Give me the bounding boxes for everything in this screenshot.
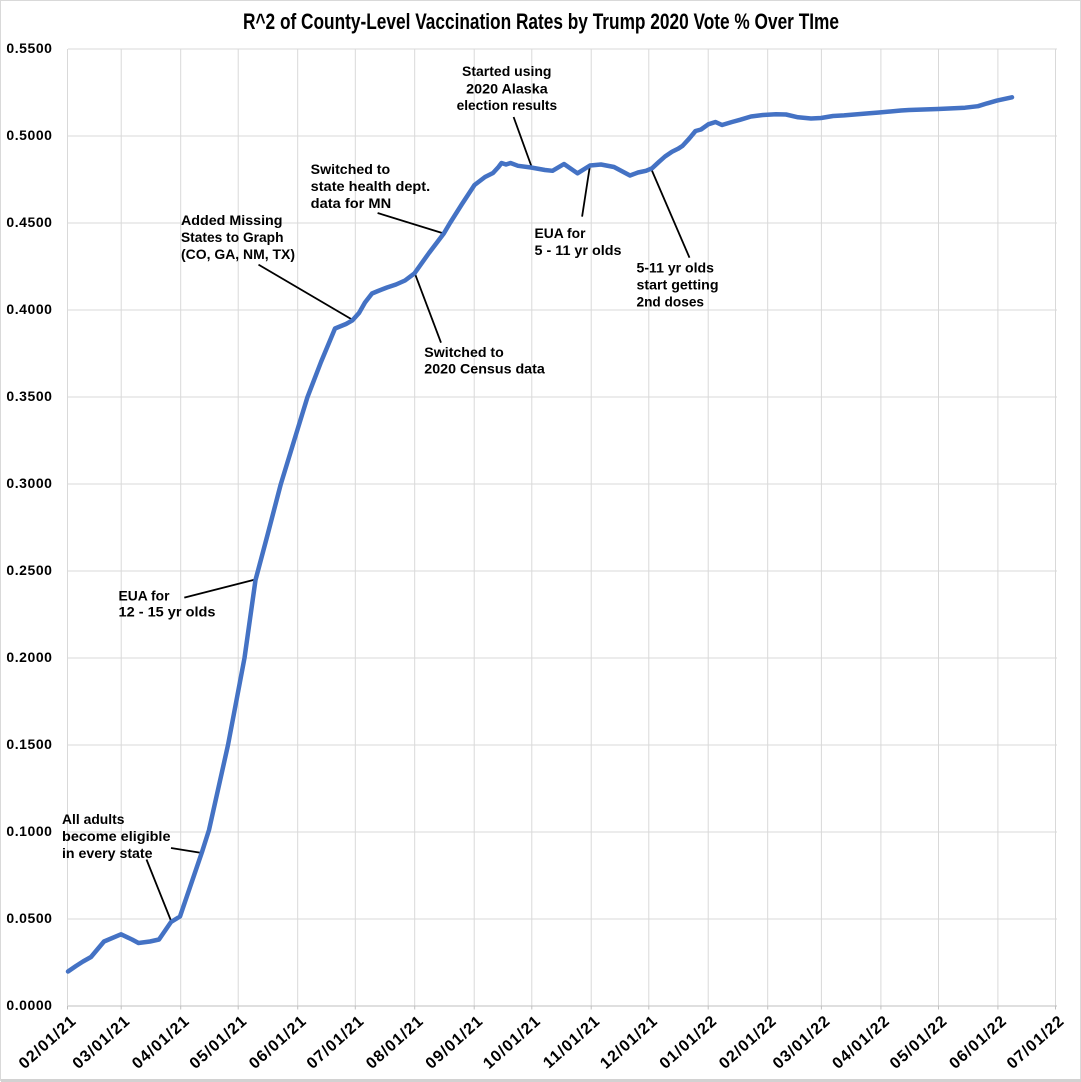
svg-text:0.5500: 0.5500 xyxy=(6,40,52,56)
svg-text:0.3500: 0.3500 xyxy=(6,388,52,404)
svg-text:become eligible: become eligible xyxy=(62,828,171,844)
svg-text:Switched to: Switched to xyxy=(424,344,504,360)
svg-text:08/01/21: 08/01/21 xyxy=(363,1012,427,1072)
svg-text:0.4500: 0.4500 xyxy=(6,214,52,230)
svg-text:Switched to: Switched to xyxy=(311,161,391,177)
svg-text:12/01/21: 12/01/21 xyxy=(597,1012,661,1072)
svg-text:state health dept.: state health dept. xyxy=(311,178,431,194)
svg-text:start getting: start getting xyxy=(637,277,719,293)
svg-text:EUA for: EUA for xyxy=(535,225,587,241)
svg-text:02/01/21: 02/01/21 xyxy=(16,1012,80,1072)
svg-text:Started using: Started using xyxy=(462,63,552,79)
svg-text:0.5000: 0.5000 xyxy=(6,127,52,143)
svg-text:All adults: All adults xyxy=(62,811,125,827)
svg-text:06/01/22: 06/01/22 xyxy=(946,1012,1010,1072)
svg-text:0.1000: 0.1000 xyxy=(6,823,52,839)
svg-text:07/01/21: 07/01/21 xyxy=(304,1012,368,1072)
svg-text:04/01/21: 04/01/21 xyxy=(129,1012,193,1072)
svg-text:data for MN: data for MN xyxy=(311,195,392,211)
svg-text:05/01/21: 05/01/21 xyxy=(187,1012,251,1072)
svg-text:2020 Census data: 2020 Census data xyxy=(424,361,545,377)
svg-text:0.4000: 0.4000 xyxy=(6,301,52,317)
svg-text:States to Graph: States to Graph xyxy=(181,229,284,245)
svg-text:06/01/21: 06/01/21 xyxy=(246,1012,310,1072)
svg-text:0.3000: 0.3000 xyxy=(6,475,52,491)
svg-text:2020 Alaska: 2020 Alaska xyxy=(466,81,548,97)
svg-text:07/01/22: 07/01/22 xyxy=(1004,1012,1068,1072)
svg-text:11/01/21: 11/01/21 xyxy=(540,1012,604,1072)
svg-text:0.0000: 0.0000 xyxy=(6,997,52,1013)
svg-text:Added Missing: Added Missing xyxy=(181,212,283,228)
svg-text:04/01/22: 04/01/22 xyxy=(829,1012,893,1072)
svg-text:EUA for: EUA for xyxy=(119,588,171,604)
svg-text:0.0500: 0.0500 xyxy=(6,910,52,926)
svg-text:R^2 of County-Level Vaccinatio: R^2 of County-Level Vaccination Rates by… xyxy=(243,9,839,34)
svg-text:0.1500: 0.1500 xyxy=(6,736,52,752)
svg-text:0.2500: 0.2500 xyxy=(6,562,52,578)
svg-text:12 - 15 yr olds: 12 - 15 yr olds xyxy=(119,604,216,620)
svg-text:(CO, GA, NM, TX): (CO, GA, NM, TX) xyxy=(181,246,295,262)
svg-text:09/01/21: 09/01/21 xyxy=(423,1012,487,1072)
svg-text:05/01/22: 05/01/22 xyxy=(887,1012,951,1072)
svg-text:5 - 11 yr olds: 5 - 11 yr olds xyxy=(535,242,622,258)
svg-text:0.2000: 0.2000 xyxy=(6,649,52,665)
svg-text:election results: election results xyxy=(457,97,558,113)
svg-text:03/01/21: 03/01/21 xyxy=(70,1012,134,1072)
svg-text:in every state: in every state xyxy=(62,845,153,861)
svg-text:01/01/22: 01/01/22 xyxy=(657,1012,721,1072)
svg-text:02/01/22: 02/01/22 xyxy=(716,1012,780,1072)
svg-text:10/01/21: 10/01/21 xyxy=(480,1012,544,1072)
svg-text:03/01/22: 03/01/22 xyxy=(770,1012,834,1072)
svg-text:5-11 yr olds: 5-11 yr olds xyxy=(637,260,715,276)
svg-text:2nd doses: 2nd doses xyxy=(637,294,705,310)
